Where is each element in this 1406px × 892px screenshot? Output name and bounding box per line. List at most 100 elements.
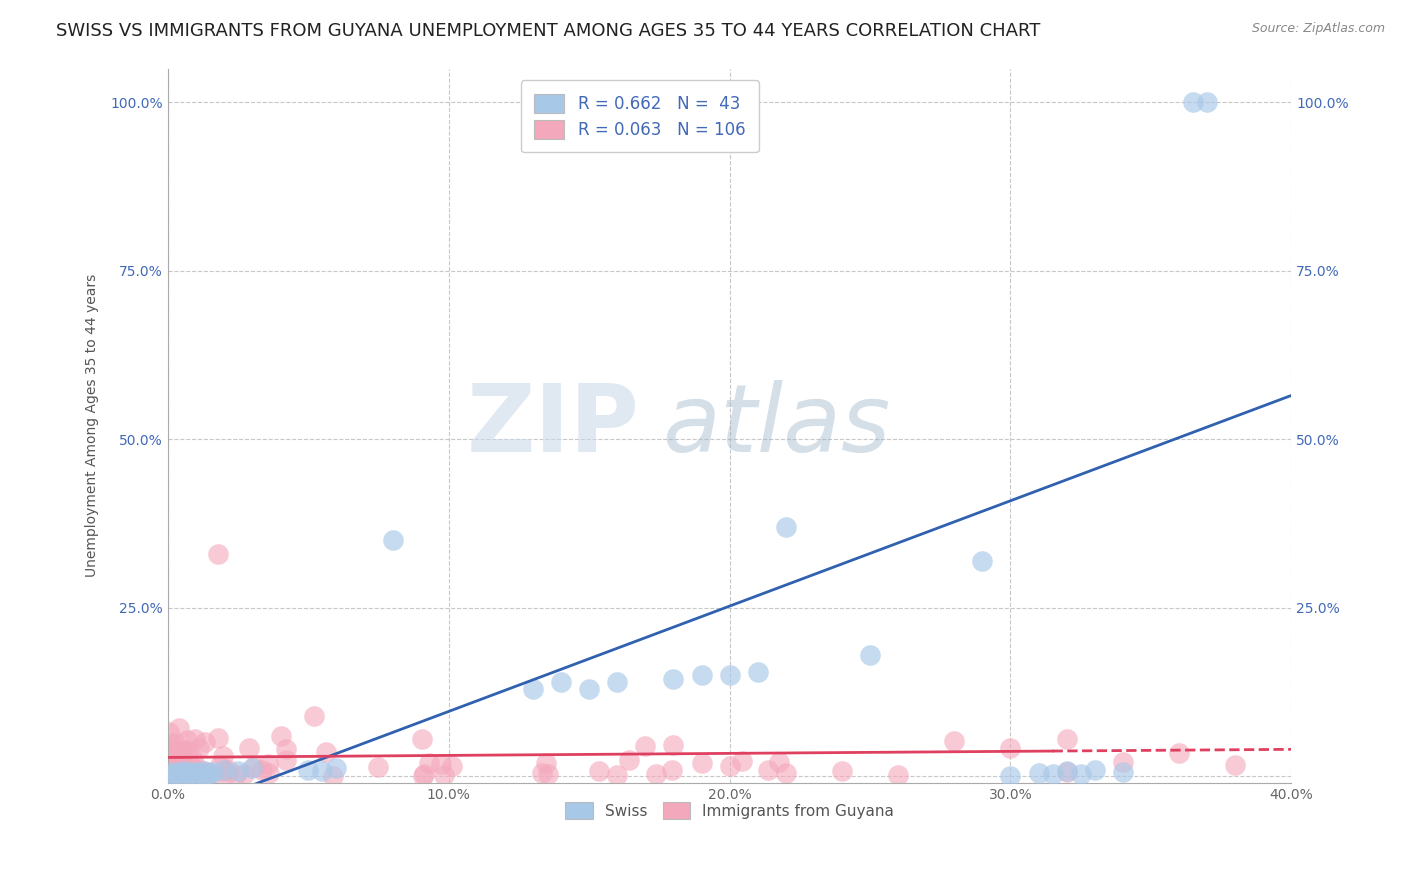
Point — [159, 769, 181, 783]
Point — [537, 766, 560, 780]
Point — [163, 752, 186, 766]
Point — [1084, 763, 1107, 777]
Point — [606, 768, 628, 782]
Point — [226, 764, 249, 778]
Point — [274, 753, 297, 767]
Text: ZIP: ZIP — [467, 380, 640, 472]
Point — [172, 756, 194, 770]
Point — [181, 764, 204, 779]
Legend: Swiss, Immigrants from Guyana: Swiss, Immigrants from Guyana — [560, 796, 900, 825]
Point — [165, 756, 187, 771]
Point — [322, 769, 344, 783]
Point — [550, 674, 572, 689]
Point — [167, 752, 190, 766]
Point — [170, 765, 193, 780]
Point — [181, 752, 204, 766]
Point — [366, 759, 388, 773]
Point — [381, 533, 404, 548]
Point — [1028, 766, 1050, 780]
Point — [162, 747, 184, 762]
Point — [176, 768, 198, 782]
Point — [634, 739, 657, 753]
Point — [160, 740, 183, 755]
Point — [412, 766, 434, 780]
Point — [165, 764, 187, 779]
Point — [1000, 741, 1022, 756]
Point — [187, 762, 209, 776]
Point — [1112, 755, 1135, 769]
Point — [163, 763, 186, 777]
Point — [943, 734, 966, 748]
Point — [159, 767, 181, 781]
Point — [169, 747, 191, 762]
Point — [159, 763, 181, 777]
Point — [157, 736, 180, 750]
Text: Source: ZipAtlas.com: Source: ZipAtlas.com — [1251, 22, 1385, 36]
Point — [188, 767, 211, 781]
Point — [217, 763, 239, 777]
Point — [768, 756, 790, 770]
Point — [270, 729, 292, 743]
Point — [181, 760, 204, 774]
Point — [1112, 765, 1135, 780]
Point — [162, 756, 184, 771]
Point — [212, 764, 235, 779]
Point — [184, 766, 207, 780]
Point — [198, 767, 221, 781]
Point — [418, 756, 440, 770]
Point — [859, 648, 882, 662]
Point — [163, 763, 186, 777]
Point — [193, 764, 215, 778]
Point — [188, 769, 211, 783]
Point — [217, 767, 239, 781]
Text: SWISS VS IMMIGRANTS FROM GUYANA UNEMPLOYMENT AMONG AGES 35 TO 44 YEARS CORRELATI: SWISS VS IMMIGRANTS FROM GUYANA UNEMPLOY… — [56, 22, 1040, 40]
Point — [690, 756, 713, 770]
Point — [173, 760, 195, 774]
Point — [578, 681, 600, 696]
Point — [167, 766, 190, 780]
Point — [187, 764, 209, 779]
Point — [198, 766, 221, 780]
Point — [257, 757, 280, 772]
Point — [718, 759, 741, 773]
Point — [176, 732, 198, 747]
Point — [297, 763, 319, 777]
Point — [173, 744, 195, 758]
Point — [169, 742, 191, 756]
Point — [207, 547, 229, 561]
Point — [162, 764, 184, 778]
Point — [162, 767, 184, 781]
Point — [412, 769, 434, 783]
Point — [887, 767, 910, 781]
Point — [440, 759, 463, 773]
Point — [1070, 766, 1092, 780]
Point — [522, 681, 544, 696]
Point — [1168, 747, 1191, 761]
Point — [169, 760, 191, 774]
Point — [1197, 95, 1219, 110]
Point — [1056, 732, 1078, 747]
Point — [411, 732, 433, 747]
Point — [588, 764, 610, 778]
Point — [259, 765, 281, 780]
Point — [159, 744, 181, 758]
Point — [193, 735, 215, 749]
Point — [430, 757, 453, 772]
Point — [187, 740, 209, 755]
Point — [208, 757, 231, 772]
Point — [207, 731, 229, 746]
Point — [169, 758, 191, 772]
Point — [831, 764, 853, 778]
Point — [180, 766, 202, 780]
Point — [747, 665, 769, 679]
Point — [315, 745, 337, 759]
Point — [165, 768, 187, 782]
Point — [183, 731, 205, 746]
Point — [157, 724, 180, 739]
Point — [195, 767, 218, 781]
Point — [619, 754, 641, 768]
Point — [172, 763, 194, 777]
Point — [212, 763, 235, 777]
Point — [187, 765, 209, 780]
Point — [1182, 95, 1205, 110]
